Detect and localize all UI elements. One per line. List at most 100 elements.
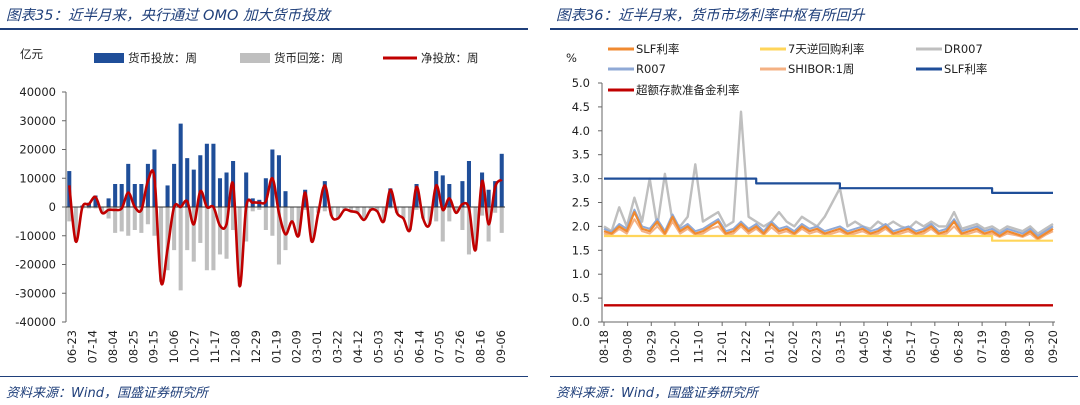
legend-label-1: 货币回笼：周 <box>274 51 343 65</box>
injection-bar <box>303 189 308 207</box>
right-x-tick-8: 02-02 <box>786 330 800 363</box>
legend-swatch-1 <box>240 53 270 63</box>
left-x-tick-17: 06-14 <box>412 330 426 363</box>
withdrawal-bar <box>473 207 478 251</box>
left-x-tick-19: 07-26 <box>453 330 467 363</box>
withdrawal-bar <box>460 207 465 230</box>
right-y-tick-5: 2.5 <box>572 196 590 210</box>
left-x-tick-3: 08-25 <box>126 330 140 363</box>
withdrawal-bar <box>322 207 327 212</box>
injection-bar <box>217 178 223 207</box>
withdrawal-bar <box>119 207 124 232</box>
injection-bar <box>440 175 445 207</box>
right-x-tick-17: 08-09 <box>999 330 1013 363</box>
left-x-tick-2: 08-04 <box>106 330 120 363</box>
injection-bar <box>178 123 183 207</box>
left-x-tick-1: 07-14 <box>85 330 99 363</box>
left-source-note: 资料来源：Wind，国盛证券研究所 <box>6 386 208 401</box>
withdrawal-bar <box>342 207 347 210</box>
withdrawal-bar <box>283 207 288 251</box>
right-source-note: 资料来源：Wind，国盛证券研究所 <box>556 386 758 401</box>
withdrawal-bar <box>132 207 137 230</box>
left-x-tick-4: 09-15 <box>147 330 161 363</box>
injection-bar <box>119 184 124 207</box>
withdrawal-bar <box>296 207 301 236</box>
withdrawal-bar <box>257 207 262 210</box>
withdrawal-bar <box>290 207 295 222</box>
left-x-tick-12: 03-01 <box>310 330 324 363</box>
legend-label-0: SLF利率 <box>636 42 679 56</box>
right-chart-svg: % SLF利率 7天逆回购利率 DR007 R007 SHIBOR:1周 SLF利率超额存款… <box>566 42 1060 363</box>
withdrawal-bar <box>427 207 432 225</box>
injection-bar <box>191 169 196 207</box>
right-y-tick-0: 5.0 <box>572 76 590 90</box>
right-x-tick-15: 06-28 <box>951 330 965 363</box>
right-x-tick-6: 12-22 <box>739 330 753 363</box>
right-x-tick-7: 01-12 <box>762 330 776 363</box>
injection-bar <box>185 158 190 207</box>
series-line-0 <box>603 211 1054 240</box>
withdrawal-bar <box>139 207 144 233</box>
left-x-tick-11: 02-09 <box>290 330 304 363</box>
left-y-tick-1: 30000 <box>19 114 56 128</box>
right-y-tick-7: 1.5 <box>572 243 590 257</box>
injection-bar <box>276 155 281 207</box>
legend-label-4: SHIBOR:1周 <box>788 62 854 76</box>
withdrawal-bar <box>362 207 367 220</box>
injection-bar <box>211 143 216 207</box>
withdrawal-bar <box>178 207 183 291</box>
series-line-4 <box>603 218 1054 241</box>
legend-label-5: SLF利率 <box>944 62 987 76</box>
right-y-tick-10: 0.0 <box>572 315 590 329</box>
injection-bar <box>263 178 268 207</box>
legend-label-2: 净投放：周 <box>421 51 479 65</box>
left-x-tick-8: 12-08 <box>228 330 242 363</box>
withdrawal-bar <box>440 207 445 242</box>
right-x-tick-10: 03-15 <box>833 330 847 363</box>
right-chart-panel: 图表36：近半月来，货币市场利率中枢有所回升 % SLF利率 7天逆回购利率 DR00… <box>550 0 1080 405</box>
right-x-tick-18: 08-30 <box>1022 330 1036 363</box>
injection-bar <box>106 198 111 207</box>
left-y-tick-7: -30000 <box>15 286 56 300</box>
right-x-tick-1: 09-08 <box>621 330 635 363</box>
right-x-tick-3: 10-20 <box>668 330 682 363</box>
right-y-tick-6: 2.0 <box>572 219 590 233</box>
left-y-tick-8: -40000 <box>15 315 56 329</box>
right-x-tick-13: 05-17 <box>904 330 918 363</box>
withdrawal-bar <box>224 207 229 259</box>
withdrawal-bar <box>407 207 413 230</box>
injection-bar <box>486 189 491 207</box>
left-x-tick-15: 05-03 <box>371 330 385 363</box>
right-bottom-rule <box>550 376 1078 377</box>
right-x-tick-0: 08-18 <box>597 330 611 363</box>
right-chart-title: 图表36：近半月来，货币市场利率中枢有所回升 <box>556 8 865 24</box>
withdrawal-bar <box>198 207 203 243</box>
left-x-tick-6: 10-27 <box>188 330 202 363</box>
legend-swatch-0 <box>94 53 124 63</box>
injection-bar <box>388 188 393 207</box>
right-y-unit: % <box>566 51 577 65</box>
injection-bar <box>283 191 288 207</box>
injection-bar <box>93 195 98 207</box>
left-y-unit: 亿元 <box>20 47 43 61</box>
withdrawal-bar <box>309 207 314 242</box>
left-y-tick-3: 10000 <box>19 171 56 185</box>
right-x-tick-11: 04-05 <box>857 330 871 363</box>
series-line-5 <box>604 177 1053 194</box>
withdrawal-bar <box>303 207 308 210</box>
withdrawal-bar <box>263 207 268 230</box>
withdrawal-bar <box>73 207 78 242</box>
withdrawal-bar <box>185 207 190 251</box>
withdrawal-bar <box>466 207 471 255</box>
withdrawal-bar <box>250 207 255 212</box>
legend-label-3: R007 <box>636 62 666 76</box>
withdrawal-bar <box>493 207 498 213</box>
left-x-tick-21: 09-06 <box>494 330 508 363</box>
withdrawal-bar <box>231 207 236 230</box>
injection-bar <box>466 161 471 207</box>
right-x-tick-14: 06-07 <box>928 330 942 363</box>
withdrawal-bar <box>191 207 196 262</box>
left-y-tick-2: 20000 <box>19 143 56 157</box>
withdrawal-bar <box>375 207 380 212</box>
withdrawal-bar <box>211 207 216 271</box>
